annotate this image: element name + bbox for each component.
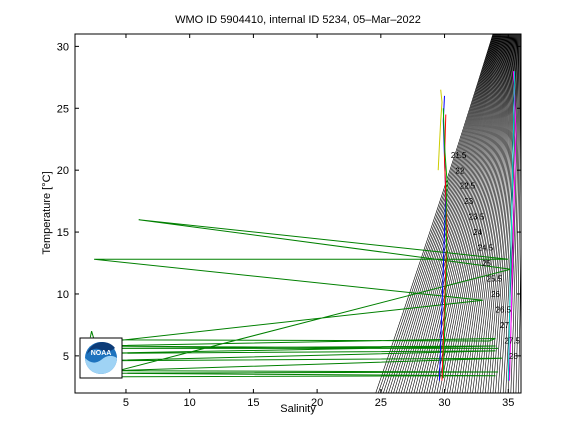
- x-tick-label: 35: [502, 397, 514, 409]
- logo-text: NOAA: [91, 350, 112, 357]
- isopycnal-line: [431, 34, 505, 393]
- series-line-0: [89, 219, 511, 378]
- x-tick-label: 5: [123, 397, 129, 409]
- isopycnal-label: 22: [455, 166, 464, 175]
- y-tick-label: 15: [57, 227, 69, 239]
- isopycnal-line: [406, 34, 500, 393]
- isopycnal-line: [510, 34, 520, 393]
- isopycnal-label: 25: [482, 259, 491, 268]
- isopycnal-label: 28: [509, 352, 518, 361]
- isopycnal-label: 25.5: [487, 275, 503, 284]
- isopycnal-line: [441, 34, 507, 393]
- chart-title: WMO ID 5904410, internal ID 5234, 05–Mar…: [175, 14, 421, 26]
- y-tick-label: 20: [57, 165, 69, 177]
- isopycnal-line: [383, 34, 495, 393]
- plot-frame: [74, 33, 522, 394]
- isopycnal-line: [388, 34, 496, 393]
- isopycnal-line: [380, 34, 495, 393]
- isopycnal-line: [428, 34, 504, 393]
- isopycnal-line: [395, 34, 498, 393]
- isopycnal-line: [411, 34, 501, 393]
- profile-series: [89, 71, 517, 381]
- isopycnal-label: 26: [491, 290, 500, 299]
- isopycnal-label: 23: [464, 197, 473, 206]
- isopycnal-line: [456, 34, 510, 393]
- isopycnal-line: [500, 34, 518, 393]
- isopycnal-line: [444, 34, 507, 393]
- x-axis-label: Salinity: [280, 403, 316, 415]
- isopycnal-line: [454, 34, 509, 393]
- isopycnal-line: [398, 34, 498, 393]
- y-tick-label: 10: [57, 289, 69, 301]
- isopycnal-label: 27.5: [504, 337, 520, 346]
- isopycnal-line: [515, 34, 521, 393]
- x-tick-label: 25: [375, 397, 387, 409]
- isopycnal-line: [375, 34, 494, 393]
- x-axis: 5 10 15 20 25 30 35: [123, 34, 514, 409]
- isopycnal-line: [403, 34, 499, 393]
- isopycnal-line: [451, 34, 509, 393]
- y-axis-label: Temperature [°C]: [41, 171, 53, 254]
- isopycnal-line: [418, 34, 502, 393]
- isopycnal-line: [400, 34, 499, 393]
- y-tick-label: 30: [57, 41, 69, 53]
- isopycnal-label: 27: [500, 321, 509, 330]
- isopycnal-line: [472, 34, 512, 393]
- isopycnal-line: [413, 34, 501, 393]
- noaa-logo: NOAA: [79, 337, 123, 379]
- series-line-3: [442, 108, 448, 379]
- isopycnal-line: [436, 34, 506, 393]
- series-line-5: [507, 71, 516, 381]
- isopycnal-line: [449, 34, 508, 393]
- y-tick-label: 5: [63, 351, 69, 363]
- y-axis: 5 10 15 20 25 30: [57, 41, 521, 363]
- isopycnal-line: [439, 34, 506, 393]
- x-tick-label: 30: [438, 397, 450, 409]
- isopycnals: [375, 34, 521, 393]
- isopycnal-label: 21.5: [451, 151, 467, 160]
- x-tick-label: 15: [247, 397, 259, 409]
- isopycnal-line: [467, 34, 511, 393]
- isopycnal-line: [469, 34, 512, 393]
- isopycnal-line: [408, 34, 500, 393]
- series-line-4: [509, 71, 517, 381]
- isopycnal-label: 24: [473, 228, 482, 237]
- isopycnal-label: 22.5: [460, 182, 476, 191]
- isopycnal-line: [421, 34, 503, 393]
- isopycnal-line: [462, 34, 510, 393]
- isopycnal-line: [423, 34, 503, 393]
- isopycnal-line: [416, 34, 502, 393]
- isopycnal-line: [446, 34, 508, 393]
- isopycnal-labels: 21.5 22 22.5 23 23.5 24 24.5 25 25.5 26 26.5 27 27.5…: [451, 151, 521, 361]
- isopycnal-line: [492, 34, 516, 393]
- x-tick-label: 20: [311, 397, 323, 409]
- series-line-6: [437, 89, 443, 171]
- isopycnal-line: [426, 34, 504, 393]
- isopycnal-label: 24.5: [478, 244, 494, 253]
- isopycnal-line: [464, 34, 511, 393]
- y-tick-label: 25: [57, 103, 69, 115]
- x-tick-label: 10: [184, 397, 196, 409]
- isopycnal-line: [385, 34, 496, 393]
- isopycnal-line: [459, 34, 510, 393]
- isopycnal-label: 26.5: [496, 306, 512, 315]
- isopycnal-line: [377, 34, 494, 393]
- isopycnal-line: [513, 34, 520, 393]
- isopycnal-label: 23.5: [469, 213, 485, 222]
